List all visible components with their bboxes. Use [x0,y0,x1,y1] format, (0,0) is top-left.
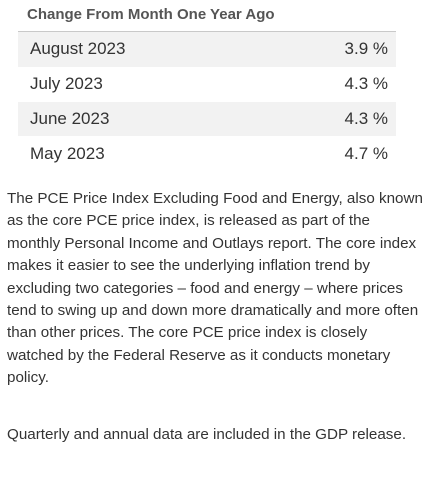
table-row: August 2023 3.9 % [18,32,396,67]
row-value: 4.7 % [344,143,388,163]
row-month: July 2023 [30,74,103,94]
table-row: June 2023 4.3 % [18,101,396,137]
row-value: 4.3 % [344,108,388,128]
row-month: May 2023 [30,143,105,163]
data-note-paragraph: Quarterly and annual data are included i… [7,426,407,443]
table-row: May 2023 4.7 % [18,136,396,171]
table-row: July 2023 4.3 % [18,67,396,102]
table-header: Change From Month One Year Ago [18,0,396,32]
row-value: 4.3 % [344,74,388,94]
description-paragraph: The PCE Price Index Excluding Food and E… [7,190,423,387]
row-value: 3.9 % [344,39,388,59]
change-table: Change From Month One Year Ago August 20… [18,0,396,171]
row-month: June 2023 [30,108,110,128]
row-month: August 2023 [30,39,126,59]
